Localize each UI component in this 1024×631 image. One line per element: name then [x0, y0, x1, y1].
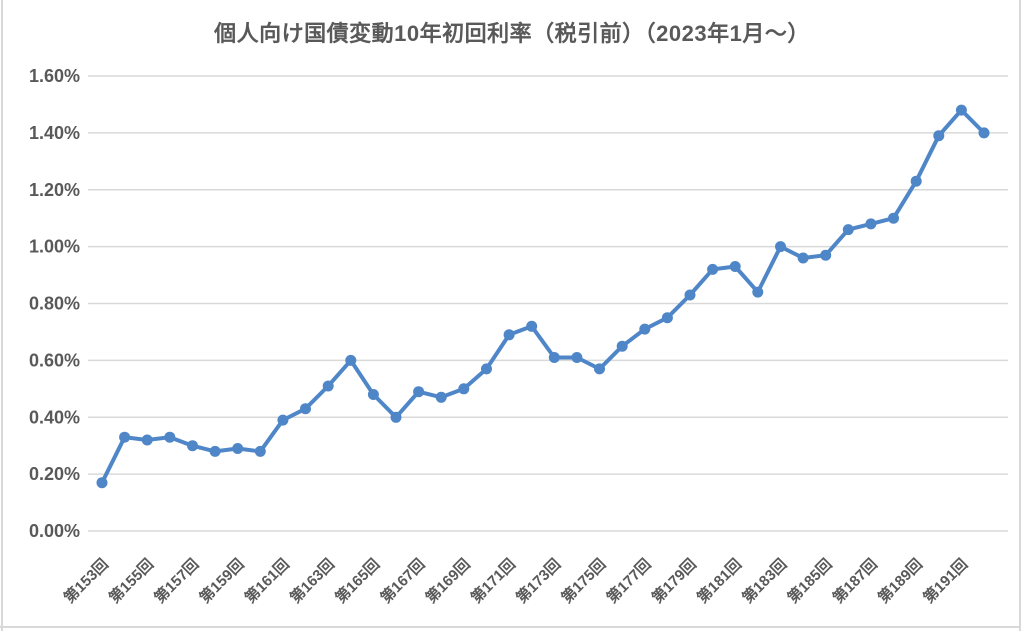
data-point [187, 440, 198, 452]
x-tick-label: 第161回 [241, 555, 293, 607]
series-line [100, 108, 986, 485]
data-point [390, 411, 402, 423]
x-tick-label: 第179回 [648, 555, 700, 607]
x-tick-label: 第181回 [693, 555, 745, 607]
y-tick-label: 0.80% [29, 294, 80, 314]
data-point [300, 403, 311, 415]
data-point [413, 386, 425, 398]
x-tick-label: 第169回 [422, 555, 474, 607]
y-tick-label: 0.00% [29, 521, 80, 541]
x-tick-label: 第183回 [739, 555, 791, 607]
y-tick-label: 1.60% [29, 66, 80, 86]
data-point [119, 431, 131, 443]
data-point [548, 352, 560, 363]
data-point [910, 175, 922, 187]
data-point [888, 212, 899, 224]
x-tick-label: 第171回 [467, 555, 519, 607]
x-tick-label: 第159回 [196, 555, 248, 607]
data-point [571, 352, 583, 363]
data-point [141, 434, 153, 446]
x-tick-label: 第187回 [829, 555, 881, 607]
data-point [367, 389, 379, 400]
y-tick-label: 0.60% [29, 350, 80, 370]
data-point [684, 289, 696, 301]
y-tick-label: 0.20% [29, 464, 80, 484]
data-point [526, 320, 538, 332]
data-point [639, 323, 651, 335]
x-tick-label: 第153回 [60, 555, 112, 607]
data-point [232, 443, 244, 454]
data-point [729, 261, 741, 272]
data-point [458, 383, 470, 395]
y-tick-label: 1.00% [29, 237, 80, 257]
data-point [96, 477, 108, 489]
data-point [661, 312, 673, 324]
data-point [955, 104, 967, 116]
x-tick-label: 第167回 [377, 555, 429, 607]
x-tick-label: 第155回 [105, 555, 157, 607]
data-point [209, 445, 221, 457]
sheet-gridline-right [1019, 0, 1021, 631]
data-point [978, 127, 990, 139]
data-point [277, 414, 289, 426]
x-tick-label: 第173回 [512, 555, 564, 607]
data-point [164, 431, 176, 443]
data-point [842, 224, 854, 236]
data-point [933, 130, 945, 142]
data-point [345, 354, 357, 366]
chart-title: 個人向け国債変動10年初回利率（税引前）（2023年1月～） [214, 21, 810, 46]
data-point [481, 363, 492, 375]
y-tick-label: 1.40% [29, 123, 80, 143]
x-tick-label: 第177回 [603, 555, 655, 607]
data-point [797, 252, 809, 264]
y-tick-label: 1.20% [29, 180, 80, 200]
data-point [775, 241, 786, 253]
data-point [707, 263, 719, 275]
sheet-gridline-bottom [0, 626, 1021, 628]
x-tick-label: 第165回 [332, 555, 384, 607]
data-point [322, 380, 334, 392]
x-tick-label: 第163回 [286, 555, 338, 607]
y-tick-label: 0.40% [29, 407, 80, 427]
x-tick-label: 第189回 [874, 555, 926, 607]
data-point [865, 218, 877, 230]
data-point [820, 249, 832, 261]
data-point [752, 286, 764, 298]
x-tick-label: 第185回 [784, 555, 836, 607]
data-point [254, 445, 266, 457]
x-tick-label: 第157回 [151, 555, 203, 607]
sheet-gridline-left [1, 0, 3, 631]
x-tick-label: 第191回 [920, 555, 972, 607]
x-tick-label: 第175回 [558, 555, 610, 607]
data-point [435, 391, 447, 403]
data-point [616, 340, 628, 352]
data-point [594, 363, 605, 375]
data-point [503, 329, 515, 341]
